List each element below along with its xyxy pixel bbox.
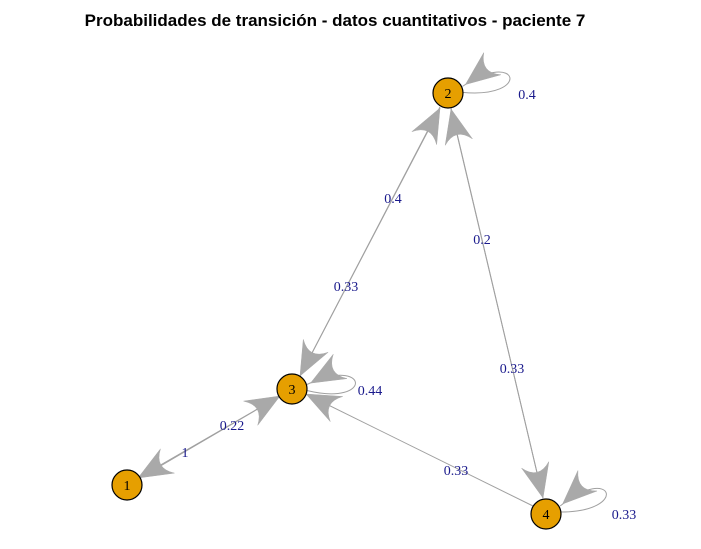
- edge-label-2-to-2: 0.4: [518, 88, 536, 103]
- edge-label-4-to-2: 0.33: [500, 362, 525, 377]
- node-circle: [276, 373, 308, 405]
- node-label: 1: [124, 479, 131, 494]
- node-circle: [111, 469, 143, 501]
- edge-label-1-to-3: 1: [182, 446, 189, 461]
- node-2: 2: [432, 77, 464, 109]
- arrowhead-3-to-2: [411, 107, 441, 145]
- node-1: 1: [111, 469, 143, 501]
- arrowhead-2-to-3: [299, 339, 329, 377]
- node-4: 4: [530, 498, 562, 530]
- node-label: 3: [289, 383, 296, 398]
- edge-4-to-3: [305, 393, 534, 507]
- edge-label-3-to-1: 0.22: [220, 419, 245, 434]
- edge-3-to-1: [137, 395, 281, 479]
- edge-4-to-2: [450, 108, 544, 499]
- arrowhead-2-to-2: [464, 52, 501, 85]
- arrowhead-4-to-4: [562, 470, 598, 505]
- edge-label-2-to-3: 0.4: [384, 192, 402, 207]
- edge-label-layer: 1 0.22 0.4 0.33 0.2 0.33 0.33 0.4 0.44 0.33: [182, 88, 637, 523]
- node-circle: [530, 498, 562, 530]
- edge-label-3-to-3: 0.44: [358, 384, 383, 399]
- edge-label-3-to-2: 0.33: [334, 280, 359, 295]
- node-3: 3: [276, 373, 308, 405]
- arrowhead-layer: [137, 52, 598, 505]
- node-layer: 1 2 3 4: [111, 77, 562, 530]
- node-label: 2: [445, 87, 452, 102]
- edge-label-4-to-3: 0.33: [444, 464, 469, 479]
- node-circle: [432, 77, 464, 109]
- edge-layer: [137, 71, 607, 513]
- arrowhead-3-to-1: [137, 448, 175, 479]
- arrowhead-1-to-3: [243, 395, 281, 426]
- edge-3-to-2: [299, 107, 441, 377]
- arrowhead-4-to-2: [444, 108, 473, 146]
- edge-label-2-to-4: 0.2: [473, 233, 491, 248]
- arrowhead-2-to-4: [521, 461, 550, 499]
- arrowhead-4-to-3: [305, 393, 343, 422]
- arrowhead-3-to-3: [309, 354, 348, 384]
- edge-label-4-to-4: 0.33: [612, 508, 637, 523]
- graph-title: Probabilidades de transición - datos cua…: [85, 11, 586, 30]
- node-label: 4: [543, 508, 550, 523]
